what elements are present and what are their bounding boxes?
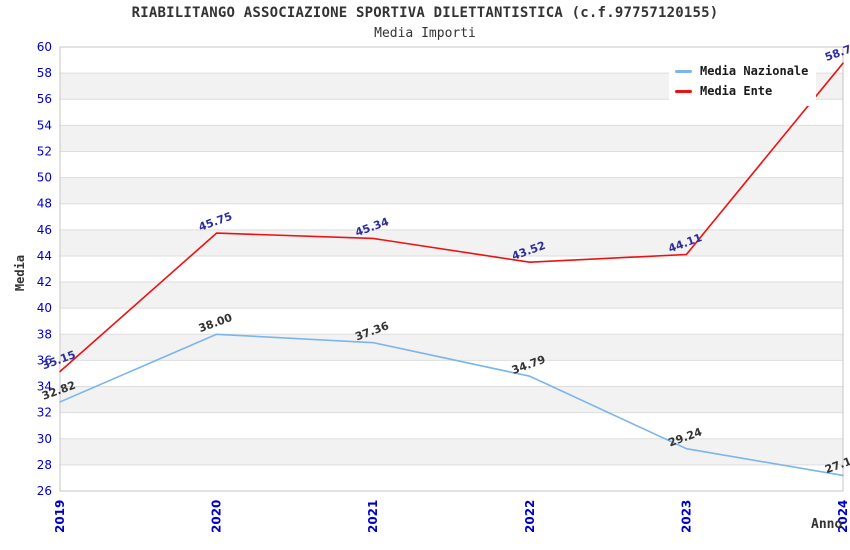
y-tick-label: 40 (37, 301, 52, 315)
legend-swatch-media-nazionale-line (675, 69, 692, 73)
y-tick-label: 50 (37, 171, 52, 185)
y-tick-label: 38 (37, 327, 52, 341)
y-tick-label: 28 (37, 458, 52, 472)
y-tick-label: 46 (37, 223, 52, 237)
plot-band (60, 464, 843, 491)
plot-band (60, 308, 843, 335)
y-tick-label: 44 (37, 249, 52, 263)
x-tick-label: 2022 (523, 500, 537, 533)
series-line-media-ente (59, 62, 844, 373)
y-tick-label: 32 (37, 406, 52, 420)
x-tick-label: 2019 (53, 500, 67, 533)
plot-band (60, 386, 843, 413)
plot-band (60, 438, 843, 465)
plot-band (60, 334, 843, 361)
x-tick-label: 2020 (210, 500, 224, 533)
plot-band (60, 360, 843, 387)
plot-band (60, 203, 843, 230)
y-axis-title: Media (13, 254, 27, 292)
y-tick-label: 54 (37, 118, 52, 132)
plot-band (60, 255, 843, 283)
series-line-media-nazionale (59, 333, 844, 477)
legend-item-media-nazionale[interactable]: Media Nazionale (675, 61, 808, 81)
x-tick-label: 2021 (366, 500, 380, 533)
y-tick-label: 42 (37, 275, 52, 289)
plot-border (59, 46, 844, 492)
y-tick-label: 52 (37, 144, 52, 158)
legend: Media Nazionale Media Ente (669, 58, 817, 106)
y-tick-label: 26 (37, 484, 52, 498)
legend-label-media-ente: Media Ente (700, 84, 773, 98)
plot-band (60, 412, 843, 439)
y-tick-label: 36 (37, 353, 52, 367)
x-axis-title: Anno (811, 517, 843, 532)
y-tick-label: 56 (37, 92, 52, 106)
plot-band (60, 151, 843, 178)
y-tick-label: 34 (37, 380, 52, 394)
plot-band (60, 177, 843, 204)
chart-subtitle: Media Importi (374, 26, 476, 41)
x-tick-label: 2023 (679, 500, 693, 533)
legend-swatch-media-ente-line (675, 89, 692, 93)
y-tick-label: 60 (37, 40, 52, 54)
y-tick-label: 48 (37, 197, 52, 211)
legend-label-media-nazionale: Media Nazionale (700, 64, 809, 78)
chart-title: RIABILITANGO ASSOCIAZIONE SPORTIVA DILET… (131, 5, 719, 21)
y-tick-label: 30 (37, 432, 52, 446)
y-tick-label: 58 (37, 66, 52, 80)
x-tick-label: 2024 (836, 500, 850, 533)
plot-band (60, 282, 843, 309)
data-label-media-ente: 58.76 (823, 40, 850, 64)
plot-band (60, 125, 843, 152)
legend-item-media-ente[interactable]: Media Ente (675, 81, 808, 101)
plot-band (60, 229, 843, 256)
